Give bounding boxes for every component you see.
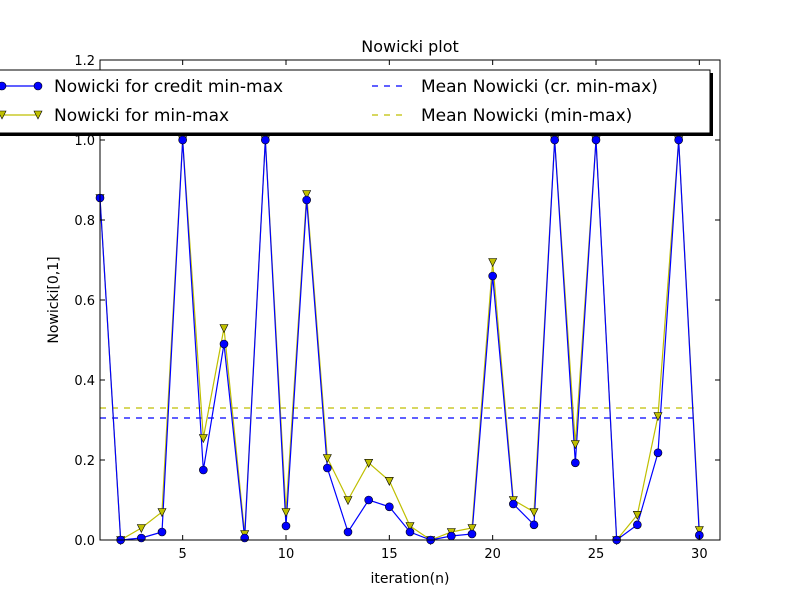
- y-tick-label: 1.2: [74, 54, 95, 69]
- data-point-credit: [550, 135, 559, 145]
- legend-box: [0, 69, 711, 134]
- data-point-minmax: [136, 524, 146, 534]
- y-tick-label: 0.2: [74, 454, 95, 469]
- data-point-minmax: [467, 524, 477, 534]
- data-point-credit: [488, 271, 497, 281]
- data-point-credit: [405, 527, 415, 537]
- data-point-minmax: [570, 440, 580, 450]
- data-point-credit: [591, 135, 601, 145]
- data-point-credit: [261, 135, 270, 145]
- data-point-credit: [240, 533, 249, 543]
- legend: Nowicki for credit min-max Nowicki for m…: [0, 69, 713, 136]
- data-point-credit: [364, 495, 373, 505]
- data-point-credit: [281, 521, 291, 531]
- data-point-credit: [571, 458, 580, 468]
- series-line-0: [99, 139, 700, 542]
- data-point-minmax: [364, 458, 374, 468]
- data-point-credit: [157, 527, 167, 537]
- y-axis-label: Nowicki[0,1]: [46, 256, 62, 343]
- chart-title: Nowicki plot: [361, 37, 459, 56]
- data-point-minmax: [198, 434, 208, 444]
- plot-area: [100, 60, 720, 540]
- data-point-credit: [343, 527, 353, 537]
- x-axis-label: iteration(n): [371, 571, 450, 587]
- data-point-minmax: [384, 476, 394, 486]
- x-tick-label: 25: [588, 547, 605, 562]
- data-point-minmax: [343, 496, 353, 506]
- legend-marker-credit: [0, 81, 7, 91]
- y-tick-label: 1.0: [74, 134, 95, 149]
- x-tick-label: 30: [691, 547, 708, 562]
- data-point-minmax: [632, 510, 642, 520]
- data-point-credit: [302, 195, 311, 205]
- data-point-credit: [447, 531, 456, 541]
- data-point-minmax: [322, 454, 332, 464]
- x-tick-label: 10: [278, 547, 295, 562]
- data-point-credit: [529, 520, 539, 530]
- legend-label-minmax: Nowicki for min-max: [54, 106, 229, 126]
- data-point-minmax: [405, 522, 415, 532]
- legend-label-credit: Nowicki for credit min-max: [54, 77, 283, 97]
- data-point-minmax: [694, 526, 704, 536]
- data-point-credit: [633, 520, 642, 530]
- data-point-credit: [178, 135, 187, 145]
- data-point-minmax: [488, 258, 498, 268]
- y-tick-label: 0.0: [74, 534, 95, 549]
- y-tick-label: 0.4: [74, 374, 95, 389]
- x-tick-label: 20: [484, 547, 501, 562]
- legend-marker-minmax: [0, 110, 7, 120]
- data-point-credit: [385, 502, 394, 512]
- legend-label-mean-credit: Mean Nowicki (cr. min-max): [421, 77, 658, 97]
- data-point-minmax: [219, 324, 229, 334]
- data-point-credit: [509, 499, 518, 509]
- data-point-minmax: [302, 190, 312, 200]
- x-tick-label: 5: [179, 547, 187, 562]
- data-point-credit: [674, 135, 683, 145]
- y-tick-label: 0.6: [74, 294, 95, 309]
- data-point-credit: [199, 465, 208, 475]
- data-point-minmax: [157, 508, 167, 518]
- data-point-credit: [219, 339, 229, 349]
- data-point-minmax: [653, 412, 663, 422]
- data-point-minmax: [281, 508, 291, 518]
- data-point-credit: [137, 533, 146, 543]
- legend-marker-credit: [33, 81, 43, 91]
- data-point-credit: [653, 448, 663, 458]
- y-tick-label: 0.8: [74, 214, 95, 229]
- legend-label-mean-minmax: Mean Nowicki (min-max): [421, 106, 632, 126]
- data-point-credit: [323, 463, 332, 473]
- data-point-minmax: [529, 508, 539, 518]
- legend-marker-minmax: [33, 110, 43, 120]
- x-tick-label: 15: [381, 547, 398, 562]
- data-point-credit: [467, 529, 477, 539]
